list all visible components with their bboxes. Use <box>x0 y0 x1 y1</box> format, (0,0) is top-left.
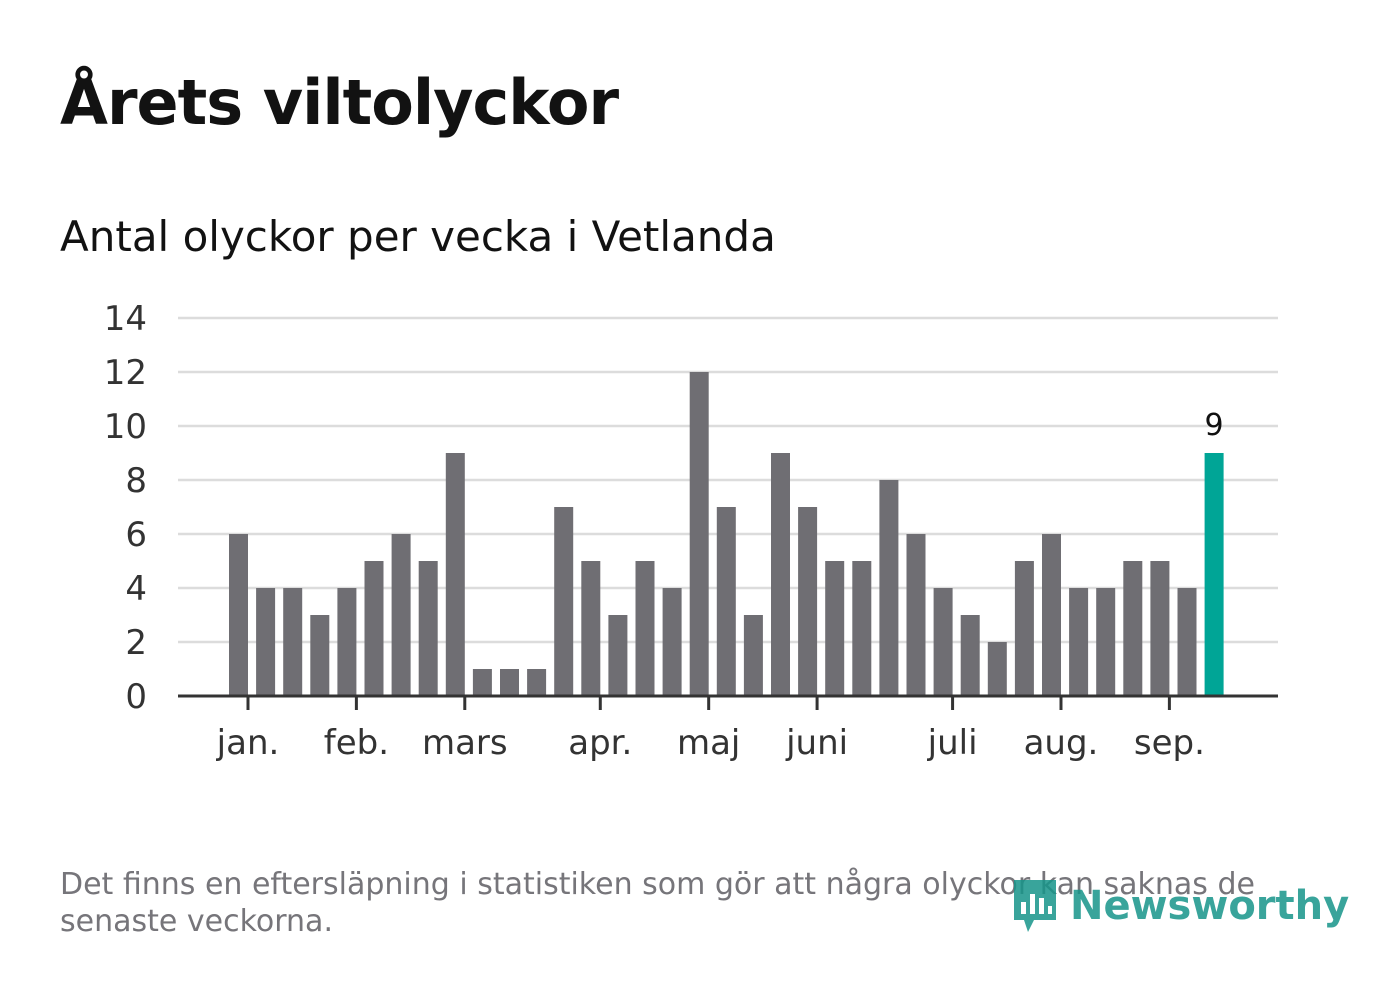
highlight-data-label: 9 <box>1205 408 1224 443</box>
x-tick-label: juni <box>785 723 848 763</box>
x-tick-label: mars <box>422 723 508 763</box>
x-tick-label: feb. <box>324 723 389 763</box>
x-axis: jan. feb. mars apr. maj juni juli aug. sep. <box>178 694 1278 763</box>
y-tick-label: 8 <box>125 461 147 501</box>
bar <box>798 507 818 696</box>
x-tick-label: sep. <box>1134 723 1205 763</box>
bar <box>743 615 763 696</box>
x-tick-label: apr. <box>568 723 632 763</box>
chart-subtitle: Antal olyckor per vecka i Vetlanda <box>60 212 776 261</box>
bar <box>500 669 519 696</box>
x-tick-label: juli <box>927 723 978 763</box>
bar <box>960 615 980 696</box>
bar-highlighted <box>1204 453 1224 696</box>
bar <box>987 642 1007 696</box>
bar <box>310 615 330 696</box>
x-tick-label: jan. <box>216 723 280 763</box>
bar <box>1042 534 1061 696</box>
bar <box>256 588 276 696</box>
bar <box>283 588 303 696</box>
bar <box>689 372 709 696</box>
bar <box>337 588 357 696</box>
x-tick-label: maj <box>677 723 740 763</box>
bar <box>527 669 547 696</box>
bar <box>771 453 790 696</box>
data-labels: 9 <box>1205 408 1224 443</box>
y-axis-ticks: 0 2 4 6 8 10 12 14 <box>104 299 147 717</box>
y-tick-label: 4 <box>125 569 147 609</box>
bar <box>1069 588 1089 696</box>
y-tick-label: 2 <box>125 623 147 663</box>
bars <box>229 372 1224 696</box>
bar <box>1123 561 1143 696</box>
newsworthy-logo: Newsworthy <box>1010 874 1349 938</box>
bar <box>581 561 601 696</box>
newsworthy-logo-icon <box>1014 880 1056 932</box>
bar <box>554 507 574 696</box>
bar <box>445 453 465 696</box>
bar <box>825 561 845 696</box>
bar <box>852 561 872 696</box>
y-tick-label: 12 <box>104 353 147 393</box>
bar <box>716 507 736 696</box>
bar <box>391 534 411 696</box>
y-tick-label: 10 <box>104 407 147 447</box>
y-tick-label: 14 <box>104 299 147 339</box>
bar <box>418 561 438 696</box>
y-tick-label: 0 <box>125 677 147 717</box>
bar <box>1177 588 1197 696</box>
x-tick-label: aug. <box>1024 723 1099 763</box>
bar <box>933 588 953 696</box>
bar <box>608 615 628 696</box>
logo-text: Newsworthy <box>1070 883 1350 929</box>
bar <box>1150 561 1170 696</box>
y-tick-label: 6 <box>125 515 147 555</box>
chart-title: Årets viltolyckor <box>60 66 619 139</box>
bar <box>662 588 682 696</box>
bar <box>906 534 926 696</box>
bar <box>472 669 492 696</box>
bar <box>879 480 899 696</box>
bar <box>229 534 248 696</box>
bar <box>1096 588 1116 696</box>
bar <box>1014 561 1034 696</box>
bar <box>635 561 655 696</box>
bar <box>364 561 384 696</box>
